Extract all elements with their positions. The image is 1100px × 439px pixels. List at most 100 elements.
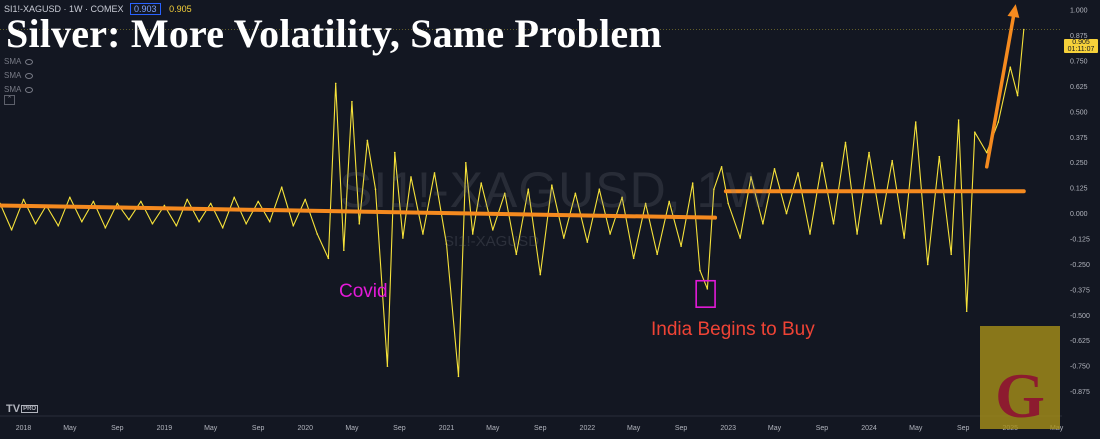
eye-icon[interactable] (25, 86, 34, 93)
y-tick-label: 0.875 (1070, 33, 1088, 40)
data-point (316, 233, 319, 235)
data-point (233, 196, 236, 199)
data-point (116, 202, 119, 205)
symbol-name[interactable]: SI1!-XAGUSD · 1W · COMEX (4, 4, 124, 14)
data-point (209, 202, 212, 205)
data-point (1016, 94, 1019, 97)
tv-logo-text: TV (6, 403, 21, 415)
data-point (880, 222, 882, 225)
watermark-main: SI1!-XAGUSD, 1W (339, 162, 774, 218)
data-point (81, 220, 83, 223)
last-value: 0.905 (169, 4, 192, 14)
data-point (292, 225, 295, 227)
data-point (632, 257, 635, 260)
trend-line (0, 203, 718, 220)
data-point (386, 365, 389, 367)
last-price-badge: 0.905 01:11:07 (1064, 39, 1098, 53)
y-tick-label: 1.000 (1070, 8, 1088, 15)
indicator-name: SMA (4, 71, 22, 80)
data-point (69, 196, 71, 199)
pro-badge: PRO (21, 405, 39, 414)
data-point (950, 253, 953, 256)
x-tick-label: 2024 (861, 425, 877, 432)
x-axis: 2018 May Sep 2019 May Sep 2020 May Sep 2021 May Sep… (0, 415, 1064, 432)
x-tick-label: May (909, 425, 923, 432)
y-tick-label: -0.625 (1070, 338, 1090, 345)
data-point (410, 176, 412, 178)
indicator-list: SMA SMA SMA (4, 55, 34, 97)
data-point (221, 227, 224, 229)
data-point (997, 121, 1000, 123)
data-point (422, 233, 424, 235)
series-line (0, 29, 1025, 377)
data-point (503, 192, 506, 195)
indicator-name: SMA (4, 57, 22, 66)
x-tick-label: Sep (675, 425, 688, 432)
x-tick-label: 2021 (439, 425, 455, 432)
data-point (257, 200, 259, 203)
x-tick-label: Sep (393, 425, 406, 432)
data-point (644, 202, 647, 205)
data-point (762, 222, 764, 225)
data-point (574, 192, 577, 195)
data-point (140, 200, 142, 203)
trend-arrow-shaft (984, 15, 1016, 169)
data-point (268, 220, 271, 223)
x-tick-label: 2019 (157, 425, 173, 432)
y-tick-label: 0.250 (1070, 160, 1088, 167)
data-point (973, 131, 976, 134)
data-point (868, 151, 870, 154)
x-tick-label: Sep (816, 425, 829, 432)
data-point (832, 222, 835, 225)
y-tick-label: -0.375 (1070, 287, 1090, 294)
data-point (668, 200, 670, 203)
data-point (245, 222, 248, 225)
data-point (609, 233, 611, 235)
collapse-indicators-button[interactable]: ⌃ (4, 95, 15, 105)
indicator-row[interactable]: SMA (4, 55, 34, 69)
tradingview-logo[interactable]: TV PRO (6, 403, 39, 415)
data-point (856, 233, 858, 235)
data-point (926, 263, 929, 266)
data-point (34, 222, 37, 225)
y-tick-label: 0.750 (1070, 59, 1088, 66)
data-point (433, 172, 436, 174)
trend-lines (0, 4, 1026, 220)
data-point (598, 188, 601, 190)
data-point (680, 245, 682, 247)
data-point (464, 161, 467, 164)
indicator-row[interactable]: SMA (4, 83, 34, 97)
data-point (965, 310, 968, 313)
data-point (327, 257, 330, 260)
x-tick-label: May (486, 425, 500, 432)
data-point (809, 233, 811, 235)
x-tick-label: 2020 (297, 425, 313, 432)
data-point (358, 222, 361, 225)
data-point (938, 155, 941, 158)
data-point (739, 237, 741, 239)
data-point (891, 159, 894, 162)
eye-icon[interactable] (25, 72, 34, 79)
x-tick-label: May (768, 425, 782, 432)
data-point (186, 198, 188, 201)
x-tick-label: 2022 (580, 425, 596, 432)
x-tick-label: Sep (534, 425, 547, 432)
data-point (713, 188, 715, 190)
annotation-india: India Begins to Buy (651, 319, 815, 340)
data-point (750, 176, 752, 178)
symbol-header[interactable]: SI1!-XAGUSD · 1W · COMEX 0.903 0.905 (4, 3, 192, 15)
data-point (92, 200, 95, 203)
x-tick-label: 2018 (16, 425, 32, 432)
data-point (374, 188, 377, 190)
data-point (128, 218, 130, 221)
y-tick-label: -0.250 (1070, 262, 1090, 269)
data-point (343, 249, 345, 252)
indicator-row[interactable]: SMA (4, 69, 34, 83)
y-tick-label: 0.625 (1070, 84, 1088, 91)
annotation-covid: Covid (339, 281, 388, 302)
eye-icon[interactable] (25, 58, 34, 65)
data-point (551, 184, 553, 186)
data-point (334, 82, 337, 85)
data-point (198, 220, 200, 223)
data-point (280, 186, 283, 188)
